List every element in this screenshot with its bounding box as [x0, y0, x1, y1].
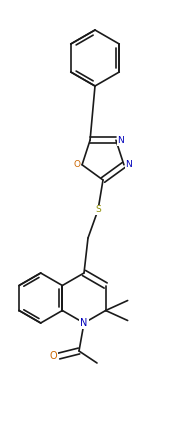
Text: S: S — [95, 206, 101, 214]
Text: O: O — [49, 351, 57, 361]
Text: N: N — [125, 160, 132, 169]
Text: N: N — [80, 318, 88, 328]
Text: N: N — [118, 136, 124, 145]
Text: O: O — [73, 160, 81, 169]
